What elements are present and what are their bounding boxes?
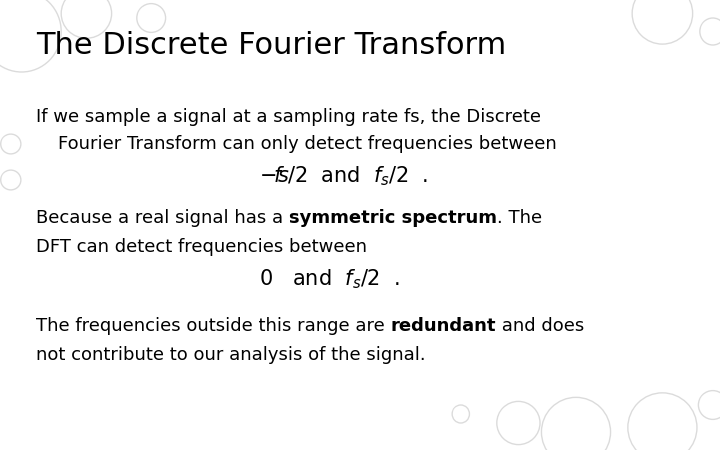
Ellipse shape [1,171,16,184]
Ellipse shape [452,405,469,423]
Ellipse shape [700,393,720,410]
Text: The frequencies outside this range are: The frequencies outside this range are [36,317,390,335]
Ellipse shape [1,135,16,148]
Text: symmetric spectrum: symmetric spectrum [289,209,497,227]
Ellipse shape [700,18,720,45]
Text: DFT can detect frequencies between: DFT can detect frequencies between [36,238,367,256]
Ellipse shape [701,20,719,36]
Ellipse shape [61,0,112,38]
Ellipse shape [541,397,611,450]
Text: . The: . The [497,209,542,227]
Ellipse shape [63,0,99,22]
Ellipse shape [138,6,158,23]
Ellipse shape [0,0,61,72]
Ellipse shape [628,393,697,450]
Text: If we sample a signal at a sampling rate fs, the Discrete: If we sample a signal at a sampling rate… [36,108,541,126]
Ellipse shape [453,406,465,417]
Ellipse shape [137,4,166,32]
Text: and does: and does [496,317,584,335]
Ellipse shape [1,134,21,154]
Ellipse shape [497,401,540,445]
Text: not contribute to our analysis of the signal.: not contribute to our analysis of the si… [36,346,426,364]
Ellipse shape [545,403,593,444]
Text: $0$   and  $\mathit{f}_s/2$  .: $0$ and $\mathit{f}_s/2$ . [259,268,400,291]
Ellipse shape [1,170,21,190]
Ellipse shape [635,0,678,24]
Text: Because a real signal has a: Because a real signal has a [36,209,289,227]
Text: Fourier Transform can only detect frequencies between: Fourier Transform can only detect freque… [58,135,557,153]
Ellipse shape [698,391,720,419]
Ellipse shape [499,405,529,431]
Text: redundant: redundant [390,317,496,335]
Ellipse shape [0,0,42,46]
Ellipse shape [632,0,693,44]
Text: $-\!\mathit{f\!s}/2$  and  $\mathit{f}_s/2$  .: $-\!\mathit{f\!s}/2$ and $\mathit{f}_s/2… [259,164,428,188]
Text: The Discrete Fourier Transform: The Discrete Fourier Transform [36,32,506,60]
Ellipse shape [631,398,680,440]
